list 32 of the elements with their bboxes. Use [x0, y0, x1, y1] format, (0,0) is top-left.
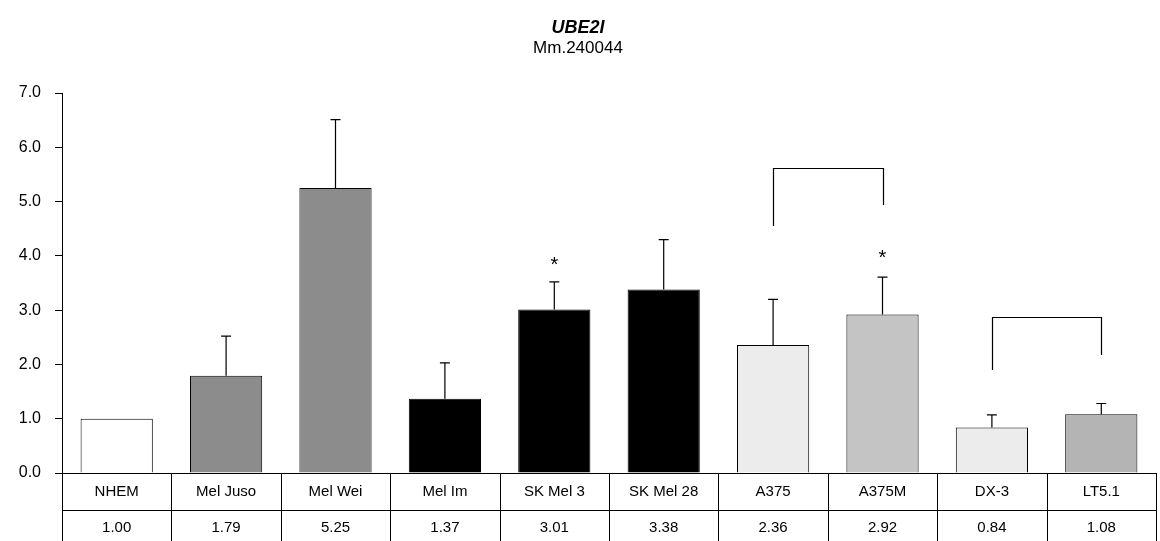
x-tick-label: Mel Juso [196, 482, 257, 500]
data-label: 1.08 [1086, 517, 1116, 535]
y-tick-label: 4.0 [18, 246, 42, 264]
data-label: 3.38 [649, 517, 679, 535]
data-label: 3.01 [539, 517, 569, 535]
data-label: 1.00 [102, 517, 132, 535]
data-label: 1.79 [211, 517, 241, 535]
data-label: 0.84 [977, 517, 1007, 535]
y-tick-label: 3.0 [18, 300, 42, 318]
x-tick-label: DX-3 [974, 482, 1009, 500]
x-tick-label: NHEM [94, 482, 139, 500]
y-tick-label: 7.0 [18, 83, 42, 101]
x-tick-label: SK Mel 28 [629, 482, 699, 500]
chart-subtitle: Mm.240044 [533, 38, 623, 58]
chart-title: UBE2I [551, 16, 606, 37]
annotation: * [550, 252, 559, 275]
annotation: * [878, 245, 887, 268]
y-tick-label: 6.0 [18, 137, 42, 155]
x-tick-label: Mel Im [422, 482, 468, 500]
x-tick-label: Mel Wei [308, 482, 363, 500]
x-tick-label: LT5.1 [1082, 482, 1120, 500]
data-label: 5.25 [320, 517, 351, 535]
x-tick-label: A375M [858, 482, 907, 500]
data-label: 2.92 [867, 517, 898, 535]
x-tick-label: SK Mel 3 [523, 482, 585, 500]
data-label: 1.37 [430, 517, 460, 535]
y-tick-label: 5.0 [18, 191, 42, 209]
y-tick-label: 1.0 [18, 409, 42, 427]
y-tick-label: 2.0 [18, 354, 42, 372]
y-tick-label: 0.0 [18, 463, 42, 481]
x-tick-label: A375 [755, 482, 791, 500]
data-label: 2.36 [758, 517, 788, 535]
